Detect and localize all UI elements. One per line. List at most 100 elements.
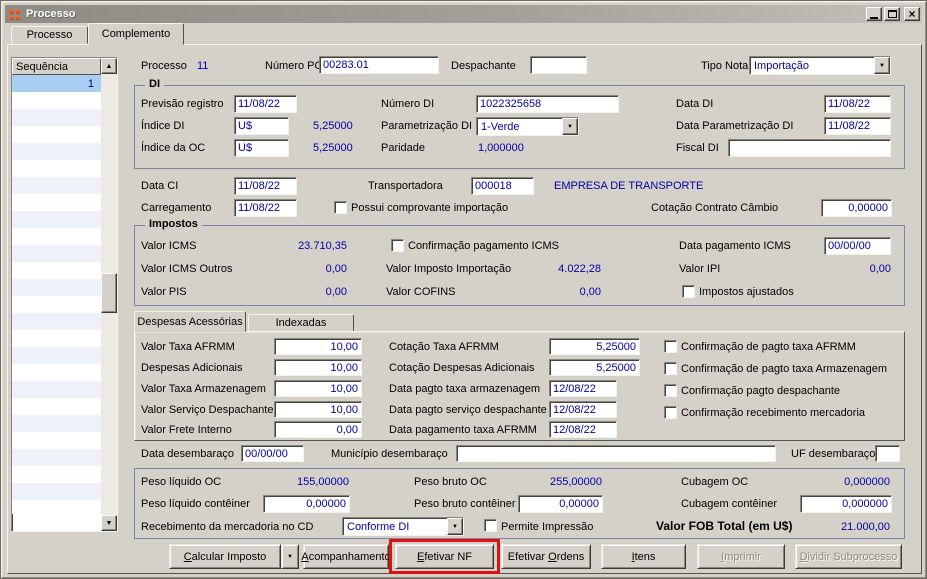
indice-di-input[interactable]: U$ bbox=[234, 117, 289, 135]
despachante-input[interactable] bbox=[530, 56, 587, 74]
calcular-imposto-dropdown-button[interactable]: ▼ bbox=[281, 544, 299, 569]
peso-bruto-conteiner-input[interactable]: 0,00000 bbox=[518, 495, 603, 513]
parametrizacao-di-label: Parametrização DI bbox=[381, 120, 473, 132]
grid-scrollbar-thumb[interactable] bbox=[101, 273, 117, 313]
data-pagto-taxa-armazenagem-input[interactable]: 12/08/22 bbox=[549, 380, 617, 397]
scroll-down-icon: ▼ bbox=[105, 519, 113, 527]
data-pagamento-taxa-afrmm-input[interactable]: 12/08/22 bbox=[549, 421, 617, 438]
tab-indexadas[interactable]: Indexadas bbox=[248, 314, 354, 332]
scroll-down-button[interactable]: ▼ bbox=[101, 515, 117, 531]
data-parametrizacao-di-label: Data Parametrização DI bbox=[676, 120, 794, 132]
valor-frete-interno-input[interactable]: 0,00 bbox=[274, 421, 362, 438]
data-di-label: Data DI bbox=[676, 98, 714, 110]
data-pagto-servico-despachante-input[interactable]: 12/08/22 bbox=[549, 401, 617, 418]
previsao-registro-input[interactable]: 11/08/22 bbox=[234, 95, 297, 113]
tab-despesas-acessorias[interactable]: Despesas Acessórias bbox=[134, 311, 246, 332]
peso-liquido-oc-label: Peso líquido OC bbox=[141, 476, 222, 488]
transportadora-input[interactable]: 000018 bbox=[471, 177, 534, 195]
data-parametrizacao-di-input[interactable]: 11/08/22 bbox=[824, 117, 891, 135]
numero-po-input[interactable]: 00283.01 bbox=[319, 56, 439, 74]
chevron-down-icon: ▼ bbox=[287, 553, 293, 560]
close-button[interactable]: × bbox=[904, 7, 920, 21]
button-label: A bbox=[301, 550, 309, 563]
data-di-input[interactable]: 11/08/22 bbox=[824, 95, 891, 113]
chevron-down-icon[interactable]: ▼ bbox=[447, 518, 463, 535]
tipo-nota-label: Tipo Nota bbox=[701, 60, 749, 72]
tab-processo-label: Processo bbox=[26, 29, 73, 41]
sequencia-column-header[interactable]: Sequência bbox=[12, 58, 101, 75]
tab-processo[interactable]: Processo bbox=[11, 26, 88, 44]
table-row-selected[interactable]: 1 bbox=[12, 75, 101, 92]
parametrizacao-di-dropdown[interactable]: 1-Verde ▼ bbox=[476, 117, 579, 136]
valor-taxa-afrmm-input[interactable]: 10,00 bbox=[274, 338, 362, 355]
grid-empty-rows bbox=[12, 92, 101, 514]
button-label: mprimir bbox=[724, 550, 761, 563]
cotacao-taxa-afrmm-input[interactable]: 5,25000 bbox=[549, 338, 640, 355]
fiscal-di-input[interactable] bbox=[728, 139, 891, 157]
despesas-adicionais-input[interactable]: 10,00 bbox=[274, 359, 362, 376]
chevron-down-icon[interactable]: ▼ bbox=[562, 118, 578, 135]
tab-complemento[interactable]: Complemento bbox=[88, 23, 184, 45]
data-desembaraco-input[interactable]: 00/00/00 bbox=[241, 445, 304, 462]
valor-imposto-importacao-label: Valor Imposto Importação bbox=[386, 263, 512, 275]
cotacao-despesas-adicionais-input[interactable]: 5,25000 bbox=[549, 359, 640, 376]
numero-di-label: Número DI bbox=[381, 98, 435, 110]
button-label: companhamento bbox=[308, 550, 391, 563]
title-bar: Processo × bbox=[5, 5, 922, 23]
impostos-ajustados-checkbox[interactable] bbox=[682, 285, 695, 298]
cotacao-despesas-adicionais-label: Cotação Despesas Adicionais bbox=[389, 362, 535, 374]
scroll-up-button[interactable]: ▲ bbox=[101, 58, 117, 74]
carregamento-input[interactable]: 11/08/22 bbox=[234, 199, 297, 217]
cotacao-contrato-cambio-input[interactable]: 0,00000 bbox=[821, 199, 892, 217]
data-pagto-servico-despachante-label: Data pagto serviço despachante bbox=[389, 404, 547, 416]
peso-liquido-conteiner-input[interactable]: 0,00000 bbox=[263, 495, 350, 513]
confirmacao-pagto-taxa-afrmm-checkbox[interactable] bbox=[664, 340, 677, 353]
close-icon: × bbox=[908, 7, 916, 21]
municipio-desembaraco-label: Município desembaraço bbox=[331, 448, 448, 460]
confirmacao-pagto-despachante-checkbox[interactable] bbox=[664, 384, 677, 397]
tipo-nota-value: Importação bbox=[754, 59, 810, 72]
indice-oc-input[interactable]: U$ bbox=[234, 139, 289, 157]
confirmacao-pagto-taxa-armazenagem-checkbox[interactable] bbox=[664, 362, 677, 375]
indice-di-cotacao: 5,25000 bbox=[313, 120, 353, 132]
data-ci-input[interactable]: 11/08/22 bbox=[234, 177, 297, 195]
uf-desembaraco-input[interactable] bbox=[875, 445, 900, 462]
recebimento-cd-dropdown[interactable]: Conforme DI ▼ bbox=[342, 517, 464, 536]
resumo-panel bbox=[134, 468, 905, 539]
data-pagamento-icms-input[interactable]: 00/00/00 bbox=[824, 237, 891, 255]
paridade-label: Paridade bbox=[381, 142, 426, 154]
button-label: ividir Subprocesso bbox=[807, 550, 898, 563]
valor-servico-despachante-label: Valor Serviço Despachante bbox=[141, 404, 274, 416]
recebimento-cd-value: Conforme DI bbox=[347, 520, 410, 533]
valor-servico-despachante-input[interactable]: 10,00 bbox=[274, 401, 362, 418]
maximize-button[interactable] bbox=[884, 7, 900, 21]
confirmacao-recebimento-mercadoria-checkbox[interactable] bbox=[664, 406, 677, 419]
di-groupbox bbox=[134, 85, 905, 169]
button-label: tens bbox=[634, 550, 656, 563]
valor-ipi-label: Valor IPI bbox=[679, 263, 721, 275]
cotacao-taxa-afrmm-label: Cotação Taxa AFRMM bbox=[389, 341, 499, 353]
chevron-down-icon[interactable]: ▼ bbox=[874, 57, 890, 74]
transportadora-nome: EMPRESA DE TRANSPORTE bbox=[554, 180, 704, 192]
sequencia-header-label: Sequência bbox=[16, 60, 68, 73]
paridade-value: 1,000000 bbox=[478, 142, 524, 154]
valor-taxa-armazenagem-label: Valor Taxa Armazenagem bbox=[141, 383, 266, 395]
cubagem-conteiner-input[interactable]: 0,000000 bbox=[800, 495, 892, 513]
permite-impressao-checkbox[interactable] bbox=[484, 519, 497, 532]
button-label: I bbox=[631, 550, 635, 563]
confirmacao-pagamento-icms-checkbox[interactable] bbox=[391, 239, 404, 252]
cubagem-conteiner-label: Cubagem contêiner bbox=[681, 498, 778, 510]
tipo-nota-dropdown[interactable]: Importação ▼ bbox=[749, 56, 891, 75]
municipio-desembaraco-input[interactable] bbox=[456, 445, 776, 462]
valor-taxa-armazenagem-input[interactable]: 10,00 bbox=[274, 380, 362, 397]
minimize-icon bbox=[870, 16, 878, 19]
button-label: alcular Imposto bbox=[191, 550, 267, 563]
possui-comprovante-checkbox[interactable] bbox=[334, 201, 347, 214]
numero-di-input[interactable]: 1022325658 bbox=[476, 95, 619, 113]
minimize-button[interactable] bbox=[866, 7, 882, 21]
